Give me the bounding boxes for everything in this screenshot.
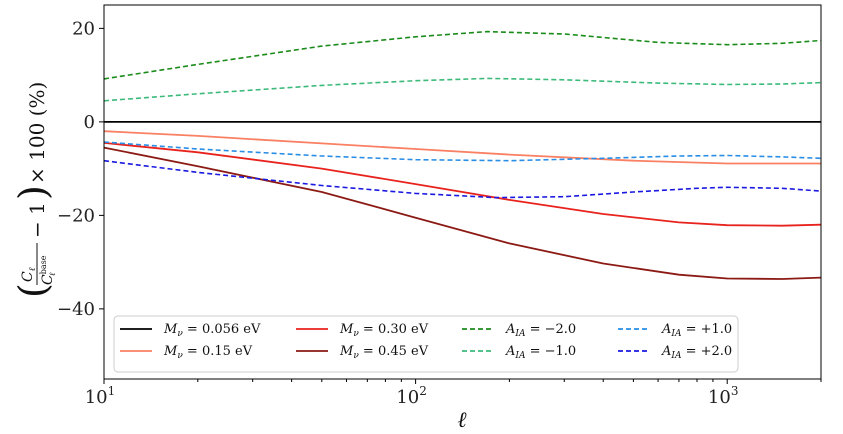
x-tick-label: 102 <box>396 384 427 408</box>
y-axis-label-close-paren: ) <box>11 185 55 200</box>
plot-frame <box>103 4 822 380</box>
series-line-a-ia-2-0 <box>103 30 822 80</box>
x-axis-label: ℓ <box>457 408 467 433</box>
y-axis-label-denominator-sub: ℓ <box>48 272 57 276</box>
legend: Mν = 0.056 eV Mν = 0.15 eV Mν = 0.30 eV Mν … <box>113 315 739 373</box>
plot-area <box>103 30 822 280</box>
legend-label-a-ia-1-0: AIA = +1.0 <box>661 322 732 339</box>
y-tick-label: −40 <box>57 299 95 320</box>
axis-ticks: 20 0 −20 −40 101 102 103 <box>57 18 822 408</box>
y-axis-label-minus-one: − 1 <box>25 202 49 238</box>
y-tick-label: 0 <box>84 112 95 133</box>
series-line-a-ia-1-0 <box>103 141 822 162</box>
y-axis-label-denominator: Cbase <box>39 255 56 285</box>
y-axis-label-times-percent: × 100 (%) <box>25 82 49 184</box>
legend-label-m-0-056-ev: Mν = 0.056 eV <box>163 322 261 339</box>
series-line-a-ia-1-0 <box>103 77 822 102</box>
y-tick-label: −20 <box>57 205 95 226</box>
legend-label-m-0-45-ev: Mν = 0.45 eV <box>339 344 429 361</box>
y-axis-label: ( Cℓ Cbase ℓ − 1 ) × 100 (%) <box>11 82 57 298</box>
legend-label-a-ia-1-0: AIA = −1.0 <box>505 344 576 361</box>
legend-label-a-ia-2-0: AIA = −2.0 <box>505 322 576 339</box>
series-line-m-0-30-ev <box>103 142 822 227</box>
x-tick-label: 101 <box>85 384 116 408</box>
series-line-m-0-15-ev <box>103 130 821 165</box>
y-tick-label: 20 <box>72 18 95 39</box>
legend-box <box>113 315 739 373</box>
y-axis-label-open-paren: ( <box>11 283 55 298</box>
legend-label-m-0-15-ev: Mν = 0.15 eV <box>163 344 253 361</box>
legend-label-a-ia-2-0: AIA = +2.0 <box>661 344 732 361</box>
legend-label-m-0-30-ev: Mν = 0.30 eV <box>339 322 429 339</box>
x-tick-label: 103 <box>708 384 739 408</box>
series-line-a-ia-2-0 <box>103 159 822 199</box>
y-axis-label-numerator: Cℓ <box>20 267 38 282</box>
series-line-m-0-45-ev <box>103 146 822 280</box>
